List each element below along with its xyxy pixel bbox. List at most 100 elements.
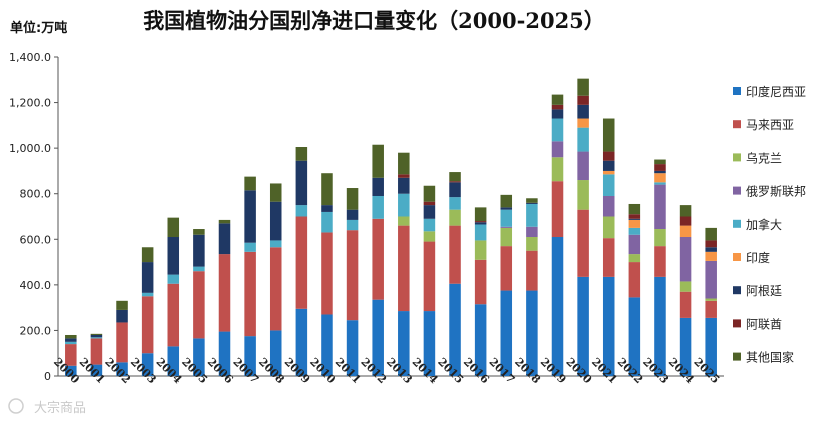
y-tick-label: 800.0 <box>20 188 52 201</box>
bar-segment <box>346 209 359 220</box>
legend-swatch <box>733 219 741 228</box>
bar-segment <box>321 232 333 315</box>
y-tick-label: 400.0 <box>20 279 52 292</box>
bar-segment <box>141 296 154 354</box>
bar-segment <box>474 259 487 305</box>
bar-segment <box>577 180 589 210</box>
bar-segment <box>423 311 436 376</box>
bar-segment <box>474 240 487 260</box>
bar-segment <box>551 118 564 142</box>
bar-segment <box>602 276 615 376</box>
bar-segment <box>474 304 487 376</box>
bar-segment <box>602 238 615 277</box>
legend-label: 俄罗斯联邦 <box>746 185 806 199</box>
bar-segment <box>577 209 589 277</box>
bar-segment <box>654 164 666 171</box>
legend-swatch <box>733 120 741 129</box>
bar-segment <box>193 266 205 272</box>
legend-swatch <box>733 87 741 95</box>
bar-segment <box>526 203 538 227</box>
bar-segment <box>551 104 564 110</box>
bar-segment <box>65 334 77 339</box>
bar-segment <box>500 194 513 208</box>
bar-segment <box>654 173 666 183</box>
bar-segment <box>602 174 615 196</box>
bar-segment <box>705 317 717 376</box>
bar-segment <box>116 300 128 310</box>
legend-label: 阿根廷 <box>746 284 782 298</box>
bar-segment <box>398 152 410 175</box>
bar-segment <box>398 177 410 194</box>
legend-label: 阿联酋 <box>746 316 782 331</box>
bar-segment <box>193 271 205 339</box>
bar-segment <box>372 299 384 376</box>
bar-segment <box>141 353 154 376</box>
watermark: 大宗商品 <box>8 398 86 416</box>
bar-segment <box>423 205 436 219</box>
bar-segment <box>269 240 282 248</box>
chart-title: 我国植物油分国别净进口量变化（2000-2025） <box>143 8 605 33</box>
bar-segment <box>193 229 205 235</box>
y-tick-label: 600.0 <box>20 233 52 246</box>
bar-segment <box>423 185 436 202</box>
bar-segment <box>244 336 256 376</box>
legend-label: 乌克兰 <box>746 150 782 165</box>
bar-segment <box>218 331 231 376</box>
bar-segment <box>679 225 692 238</box>
bar-segment <box>269 201 282 241</box>
bar-segment <box>628 297 641 376</box>
bar-segment <box>628 219 641 228</box>
bar-segment <box>628 254 641 263</box>
bar-segment <box>679 291 692 318</box>
bar-segment <box>116 309 128 323</box>
bar-segment <box>167 274 180 284</box>
watermark-text: 大宗商品 <box>34 400 86 416</box>
bar-segment <box>654 170 666 174</box>
bar-segment <box>577 118 589 128</box>
legend-swatch <box>733 286 741 295</box>
bar-segment <box>193 234 205 267</box>
bar-segment <box>90 338 103 365</box>
bar-segment <box>449 181 461 183</box>
bar-segment <box>346 230 359 321</box>
legend-label: 其他国家 <box>746 350 794 365</box>
bar-segment <box>218 223 231 255</box>
bar-segment <box>423 241 436 312</box>
bar-segment <box>500 207 513 210</box>
legend-swatch <box>733 352 741 361</box>
bar-segment <box>295 205 308 217</box>
watermark-logo-icon <box>8 398 24 414</box>
bar-segment <box>244 190 256 243</box>
legend-swatch <box>733 186 741 195</box>
bar-segment <box>526 290 538 376</box>
bar-segment <box>654 246 666 277</box>
bar-segment <box>398 174 410 178</box>
bar-segment <box>526 226 538 238</box>
bar-segment <box>551 94 564 105</box>
bar-segment <box>167 237 180 275</box>
bar-segment <box>500 226 513 228</box>
bar-segment <box>551 181 564 238</box>
bar-segment <box>654 276 666 376</box>
bar-segment <box>679 216 692 226</box>
bar-segment <box>141 262 154 293</box>
bar-segment <box>244 242 256 252</box>
bar-segment <box>705 247 717 252</box>
bar-segment <box>65 344 77 366</box>
bar-segment <box>141 247 154 263</box>
bar-segment <box>602 160 615 171</box>
bar-segment <box>372 195 384 219</box>
bar-segment <box>372 218 384 300</box>
bar-segment <box>526 237 538 251</box>
bar-segment <box>628 218 641 220</box>
bar-segment <box>577 127 589 152</box>
bar-segment <box>321 314 333 376</box>
bar-segment <box>602 151 615 161</box>
bar-segment <box>346 188 359 210</box>
bar-segment <box>90 337 103 339</box>
bar-segment <box>551 237 564 376</box>
bar-segment <box>398 216 410 226</box>
legend-swatch <box>733 319 741 328</box>
bar-segment <box>577 95 589 105</box>
bar-segment <box>628 214 641 219</box>
